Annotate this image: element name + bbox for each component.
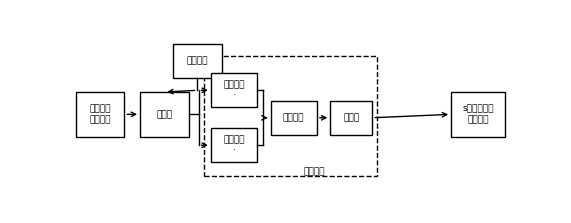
Bar — [211, 73, 257, 107]
Text: 控制元件
·: 控制元件 · — [223, 81, 245, 100]
Text: s提升机紧急
出口挡板: s提升机紧急 出口挡板 — [463, 105, 494, 124]
Bar — [76, 92, 124, 137]
Text: 相位信号: 相位信号 — [187, 57, 208, 66]
Text: 控制器: 控制器 — [156, 110, 172, 119]
Bar — [330, 101, 372, 135]
Text: 控制元件
·: 控制元件 · — [223, 136, 245, 155]
Bar — [271, 101, 317, 135]
Bar — [211, 128, 257, 162]
Bar — [204, 56, 377, 176]
Bar — [173, 44, 222, 78]
Text: 执行机构: 执行机构 — [303, 167, 325, 176]
Bar — [451, 92, 505, 137]
Text: 连接件: 连接件 — [343, 113, 359, 122]
Bar — [140, 92, 188, 137]
Text: 执行元件: 执行元件 — [283, 113, 304, 122]
Text: 缺陷烟条
检测信号: 缺陷烟条 检测信号 — [90, 105, 111, 124]
